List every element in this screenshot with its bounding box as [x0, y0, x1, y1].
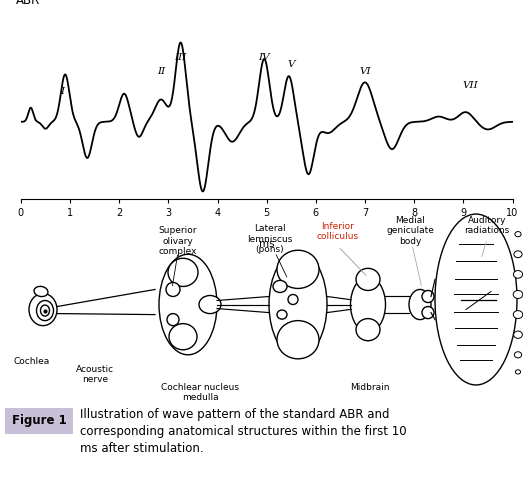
Text: Cochlea: Cochlea: [14, 357, 50, 366]
Ellipse shape: [516, 370, 520, 374]
Ellipse shape: [40, 305, 50, 316]
Text: Figure 1: Figure 1: [12, 414, 66, 427]
Text: Illustration of wave pattern of the standard ABR and: Illustration of wave pattern of the stan…: [80, 408, 390, 421]
Text: Superior
olivary
complex: Superior olivary complex: [159, 226, 197, 256]
Ellipse shape: [159, 254, 217, 355]
Ellipse shape: [37, 300, 53, 321]
Ellipse shape: [277, 321, 319, 359]
Ellipse shape: [513, 291, 523, 299]
Ellipse shape: [422, 306, 434, 319]
Ellipse shape: [515, 232, 521, 237]
Text: Lateral
lemniscus
(pons): Lateral lemniscus (pons): [247, 224, 293, 254]
Ellipse shape: [166, 282, 180, 297]
Ellipse shape: [34, 286, 48, 297]
Ellipse shape: [273, 280, 287, 293]
Ellipse shape: [514, 331, 522, 338]
Ellipse shape: [513, 311, 522, 319]
FancyBboxPatch shape: [5, 408, 73, 434]
Text: Acoustic
nerve: Acoustic nerve: [76, 365, 114, 384]
Text: Auditory
radiations: Auditory radiations: [464, 216, 509, 236]
Ellipse shape: [288, 295, 298, 304]
Text: Midbrain: Midbrain: [350, 383, 390, 392]
Ellipse shape: [514, 251, 522, 258]
Ellipse shape: [167, 314, 179, 326]
Ellipse shape: [269, 252, 327, 357]
Ellipse shape: [356, 269, 380, 291]
Ellipse shape: [29, 294, 57, 326]
Ellipse shape: [350, 277, 385, 332]
Text: III: III: [175, 54, 187, 62]
Ellipse shape: [422, 291, 434, 302]
Text: VII: VII: [463, 81, 479, 90]
Ellipse shape: [409, 290, 431, 320]
Ellipse shape: [514, 352, 521, 358]
Text: II: II: [157, 67, 165, 76]
Text: ms after stimulation.: ms after stimulation.: [80, 442, 203, 455]
Ellipse shape: [168, 258, 198, 286]
Text: VI: VI: [359, 67, 371, 76]
Ellipse shape: [514, 271, 522, 278]
Ellipse shape: [169, 324, 197, 350]
Ellipse shape: [199, 296, 221, 314]
Text: I: I: [61, 87, 65, 96]
Text: Inferior
colliculus: Inferior colliculus: [317, 222, 359, 242]
Ellipse shape: [277, 310, 287, 319]
Ellipse shape: [435, 214, 517, 385]
Text: V: V: [288, 60, 295, 69]
Text: IV: IV: [258, 54, 270, 62]
Ellipse shape: [277, 250, 319, 288]
Text: Cochlear nucleus
medulla: Cochlear nucleus medulla: [161, 383, 239, 402]
X-axis label: ms: ms: [259, 240, 275, 249]
Ellipse shape: [356, 319, 380, 341]
Text: corresponding anatomical structures within the first 10: corresponding anatomical structures with…: [80, 425, 406, 437]
Text: Medial
geniculate
body: Medial geniculate body: [386, 216, 434, 246]
Text: ABR: ABR: [16, 0, 40, 7]
